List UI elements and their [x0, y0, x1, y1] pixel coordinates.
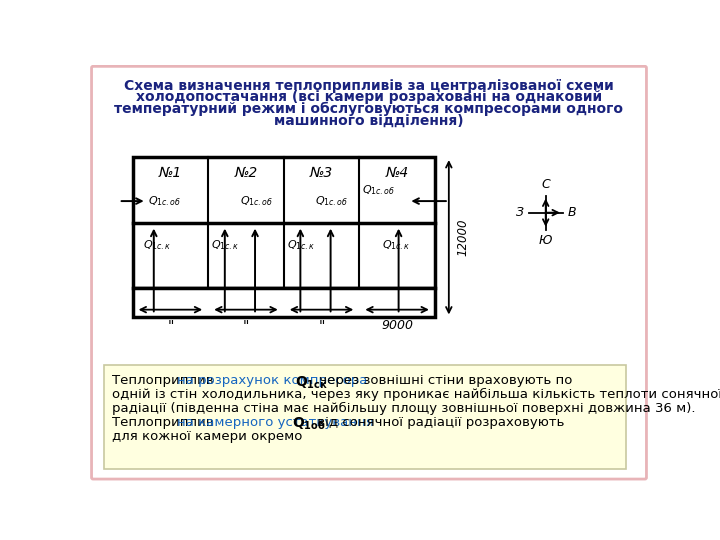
- Text: ": ": [243, 319, 249, 333]
- Text: одній із стін холодильника, через яку проникає найбільша кількість теплоти соняч: одній із стін холодильника, через яку пр…: [112, 388, 720, 401]
- Bar: [132, 157, 435, 288]
- Text: Теплоприплив: Теплоприплив: [112, 374, 217, 387]
- Text: на розрахунок компресора: на розрахунок компресора: [177, 374, 372, 387]
- Text: через зовнішні стіни враховують по: через зовнішні стіни враховують по: [315, 374, 572, 387]
- Bar: [132, 288, 435, 318]
- Text: №4: №4: [385, 166, 409, 180]
- Text: машинного відділення): машинного відділення): [274, 113, 464, 127]
- Text: $\mathbf{Q_{1об}}$: $\mathbf{Q_{1об}}$: [292, 416, 325, 433]
- Text: Теплоприплив: Теплоприплив: [112, 416, 217, 429]
- Text: $\mathbf{Q_{1ск}}$: $\mathbf{Q_{1ск}}$: [294, 374, 328, 391]
- Text: $Q_{1с.об}$: $Q_{1с.об}$: [240, 194, 273, 208]
- Text: 12000: 12000: [456, 219, 469, 256]
- Text: 9000: 9000: [381, 319, 413, 332]
- Text: $Q_{1с.об}$: $Q_{1с.об}$: [148, 194, 181, 208]
- Text: $Q_{1с.к}$: $Q_{1с.к}$: [287, 238, 315, 252]
- Text: від сонячної радіації розраховують: від сонячної радіації розраховують: [313, 416, 564, 429]
- FancyBboxPatch shape: [91, 66, 647, 479]
- Text: В: В: [567, 206, 576, 219]
- Text: №3: №3: [310, 166, 333, 180]
- Text: радіації (південна стіна має найбільшу площу зовнішньої поверхні довжина 36 м).: радіації (південна стіна має найбільшу п…: [112, 402, 696, 415]
- Text: $Q_{1с.к}$: $Q_{1с.к}$: [143, 238, 172, 252]
- Text: $Q_{1с.об}$: $Q_{1с.об}$: [315, 194, 348, 208]
- Text: на камерного устаткування: на камерного устаткування: [177, 416, 378, 429]
- Text: холодопостачання (всі камери розраховані на однаковий: холодопостачання (всі камери розраховані…: [136, 90, 602, 104]
- Text: ": ": [167, 319, 174, 333]
- Text: для кожної камери окремо: для кожної камери окремо: [112, 430, 302, 443]
- Text: $Q_{1с.к}$: $Q_{1с.к}$: [382, 238, 410, 252]
- Text: №1: №1: [159, 166, 182, 180]
- Text: $Q_{1с.об}$: $Q_{1с.об}$: [362, 184, 396, 197]
- Text: $Q_{1с.к}$: $Q_{1с.к}$: [211, 238, 240, 252]
- Text: С: С: [541, 178, 550, 191]
- Bar: [104, 365, 626, 469]
- Text: №2: №2: [234, 166, 258, 180]
- Text: Ю: Ю: [539, 234, 552, 247]
- Text: ": ": [318, 319, 325, 333]
- Text: З: З: [516, 206, 524, 219]
- Text: Схема визначення теплоприпливів за централізованої схеми: Схема визначення теплоприпливів за центр…: [124, 79, 614, 93]
- Text: температурний режим і обслуговуються компресорами одного: температурний режим і обслуговуються ком…: [114, 102, 624, 116]
